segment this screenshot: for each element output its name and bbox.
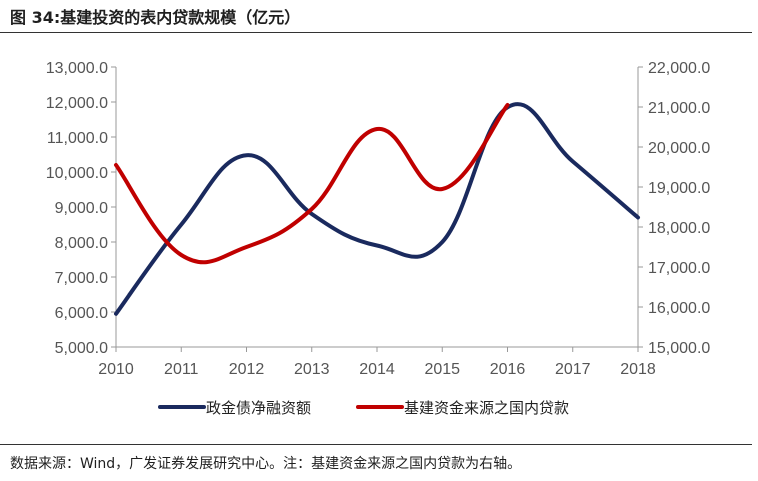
x-tick-label: 2017: [555, 361, 591, 378]
series-line-2: [114, 103, 510, 265]
left-tick-label: 11,000.0: [47, 130, 108, 147]
title-divider: [0, 32, 752, 33]
chart-title: 图 34:基建投资的表内贷款规模（亿元）: [10, 8, 301, 27]
x-tick-label: 2016: [490, 361, 526, 378]
x-tick-label: 2012: [229, 361, 265, 378]
series-line-1: [114, 102, 640, 316]
x-tick-label: 2013: [294, 361, 330, 378]
x-tick-label: 2010: [98, 361, 134, 378]
line-chart: 5,000.0 6,000.0 7,000.0 8,000.0 9,000.0 10,00…: [46, 60, 711, 417]
left-tick-label: 8,000.0: [55, 235, 108, 252]
legend-label-1: 政金债净融资额: [206, 399, 311, 417]
left-tick-label: 10,000.0: [46, 165, 108, 182]
x-tick-label: 2018: [620, 361, 656, 378]
right-tick-label: 16,000.0: [648, 300, 710, 317]
x-tick-label: 2011: [164, 361, 199, 378]
left-tick-label: 9,000.0: [55, 200, 108, 217]
legend-label-2: 基建资金来源之国内贷款: [404, 399, 569, 417]
right-tick-label: 18,000.0: [648, 220, 710, 237]
right-tick-label: 15,000.0: [648, 340, 710, 357]
right-tick-label: 19,000.0: [648, 180, 710, 197]
right-tick-label: 17,000.0: [648, 260, 710, 277]
left-tick-label: 7,000.0: [55, 270, 108, 287]
chart-series: [114, 102, 640, 316]
x-tick-label: 2014: [359, 361, 395, 378]
footer-divider: [0, 444, 752, 445]
left-tick-label: 6,000.0: [55, 305, 108, 322]
chart-legend: 政金债净融资额 基建资金来源之国内贷款: [158, 399, 569, 417]
right-tick-label: 21,000.0: [648, 100, 710, 117]
right-tick-label: 20,000.0: [648, 140, 710, 157]
source-note: 数据来源：Wind，广发证券发展研究中心。注：基建资金来源之国内贷款为右轴。: [10, 456, 522, 472]
chart-axes: 5,000.0 6,000.0 7,000.0 8,000.0 9,000.0 10,00…: [46, 60, 711, 378]
x-tick-label: 2015: [424, 361, 460, 378]
left-tick-label: 13,000.0: [46, 60, 108, 77]
left-tick-label: 12,000.0: [46, 95, 108, 112]
right-tick-label: 22,000.0: [648, 60, 710, 77]
left-tick-label: 5,000.0: [55, 340, 108, 357]
